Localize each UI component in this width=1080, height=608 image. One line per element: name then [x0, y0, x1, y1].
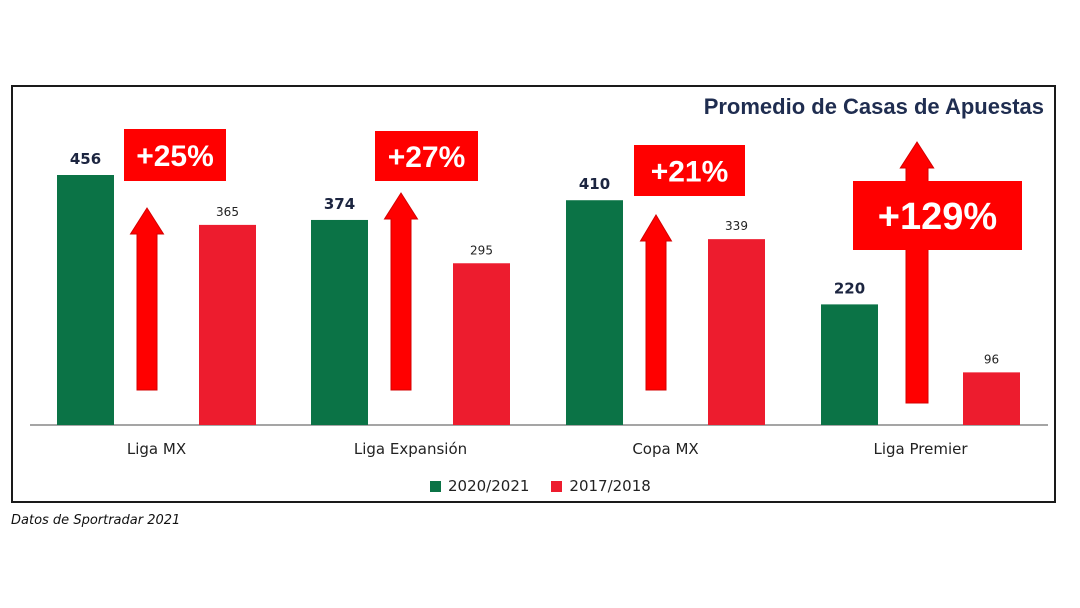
growth-callout-copa-mx [634, 145, 745, 196]
bar-2017-liga-mx [199, 224, 256, 425]
data-label-2020-copa-mx: 410 [579, 175, 610, 193]
legend-label-2020: 2020/2021 [448, 477, 530, 495]
growth-arrow-liga-mx [129, 207, 165, 391]
growth-callout-liga-expansion [375, 131, 478, 181]
category-label-liga-premier: Liga Premier [873, 440, 968, 458]
chart-title: Promedio de Casas de Apuestas [704, 94, 1044, 119]
growth-arrow-liga-expansion [383, 192, 419, 391]
category-label-liga-mx: Liga MX [127, 440, 186, 458]
source-note: Datos de Sportradar 2021 [11, 513, 181, 528]
growth-arrow-copa-mx [639, 214, 673, 391]
legend-item-2020: 2020/2021 [430, 477, 529, 495]
data-label-2017-liga-premier: 96 [984, 352, 999, 366]
data-label-2020-liga-expansion: 374 [324, 195, 355, 213]
legend-item-2017: 2017/2018 [551, 477, 651, 495]
category-label-liga-expansion: Liga Expansión [354, 440, 467, 458]
bar-2017-liga-premier [963, 372, 1020, 425]
bar-2020-copa-mx [566, 200, 623, 425]
bar-2020-liga-expansion [311, 219, 368, 425]
growth-callout-liga-mx [124, 129, 226, 181]
growth-label-liga-premier: +129% [878, 196, 997, 238]
legend-swatch-2017 [551, 480, 563, 492]
growth-label-copa-mx: +21% [651, 155, 729, 188]
category-label-copa-mx: Copa MX [632, 440, 698, 458]
data-label-2017-liga-mx: 365 [216, 205, 239, 219]
growth-label-liga-expansion: +27% [388, 141, 466, 174]
bar-2020-liga-mx [57, 175, 114, 425]
data-label-2020-liga-premier: 220 [834, 279, 865, 297]
bar-2017-liga-expansion [453, 263, 510, 425]
chart-legend: 2020/2021 2017/2018 [430, 477, 651, 495]
legend-label-2017: 2017/2018 [569, 477, 651, 495]
data-label-2017-liga-expansion: 295 [470, 243, 493, 257]
data-label-2017-copa-mx: 339 [725, 219, 748, 233]
data-label-2020-liga-mx: 456 [70, 150, 101, 168]
bar-2017-copa-mx [708, 239, 765, 425]
growth-callout-liga-premier [853, 181, 1022, 250]
growth-label-liga-mx: +25% [136, 140, 214, 173]
bar-2020-liga-premier [821, 304, 878, 425]
legend-swatch-2020 [430, 480, 441, 492]
